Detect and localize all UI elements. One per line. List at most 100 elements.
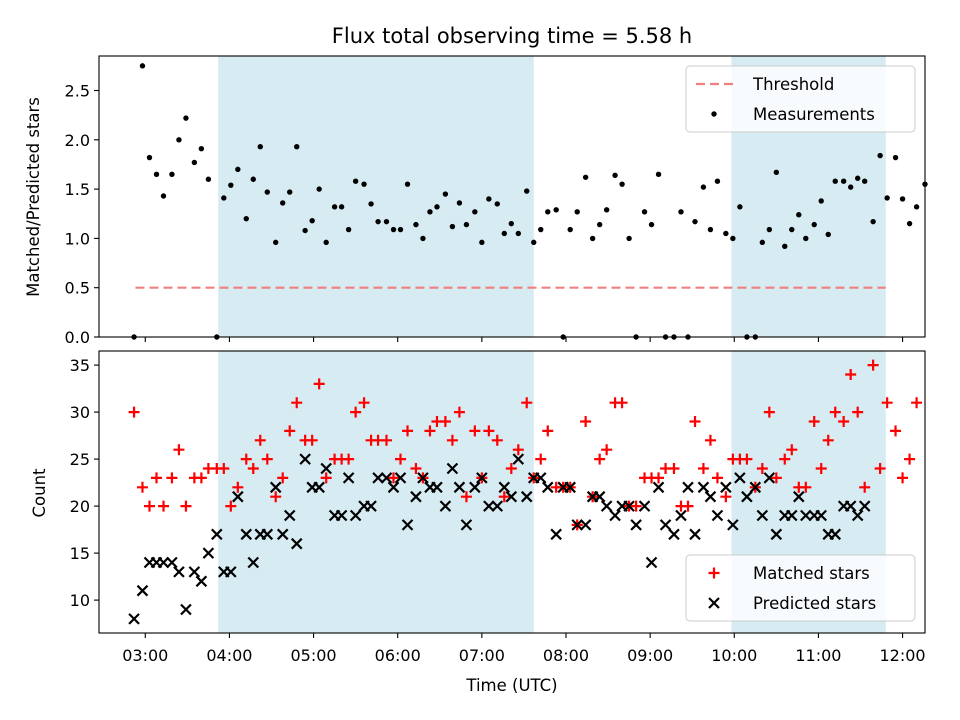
matched-star-point (800, 481, 812, 493)
measurement-point (486, 196, 492, 202)
measurement-point (449, 223, 456, 230)
measurement-point (323, 239, 329, 246)
measurement-point (501, 230, 507, 237)
measurement-point (352, 178, 359, 184)
y-tick-label: 2.5 (65, 82, 90, 101)
predicted-star-point (668, 528, 680, 541)
measurement-point (714, 178, 721, 184)
legend-measurement-swatch (711, 111, 717, 117)
measurement-point (811, 221, 817, 228)
predicted-star-point (727, 519, 739, 531)
y-tick-label: 10 (70, 591, 90, 610)
measurement-point (463, 221, 470, 228)
predicted-star-point (534, 472, 547, 484)
predicted-star-point (741, 490, 753, 503)
chart-title: Flux total observing time = 5.58 h (332, 24, 692, 48)
measurement-point (427, 209, 433, 215)
ylabel-count: Count (30, 468, 49, 518)
matched-star-point (166, 472, 178, 484)
measurement-point (413, 221, 419, 228)
measurement-point (368, 201, 374, 207)
x-tick-label: 05:00 (291, 646, 337, 665)
measurement-point (612, 172, 618, 179)
measurement-point (906, 220, 913, 227)
predicted-star-point (564, 481, 576, 494)
measurement-point (574, 209, 580, 215)
predicted-star-point (299, 453, 311, 465)
predicted-star-point (387, 481, 400, 494)
measurement-point (796, 212, 802, 218)
measurement-point (287, 189, 293, 195)
predicted-star-point (417, 472, 429, 484)
predicted-star-point (211, 528, 223, 541)
x-tick-label: 04:00 (206, 646, 252, 665)
measurement-point (221, 195, 227, 201)
matched-star-point (711, 472, 723, 484)
matched-star-point (897, 472, 909, 484)
predicted-star-point (675, 509, 687, 522)
measurement-point (257, 144, 263, 150)
measurement-point (626, 235, 632, 242)
matched-star-point (521, 397, 533, 409)
x-tick-label: 12:00 (880, 646, 926, 665)
matched-star-point (128, 406, 140, 418)
measurement-point (176, 137, 182, 143)
measurement-point (655, 171, 662, 178)
measurement-point (404, 181, 411, 187)
measurement-point (840, 178, 847, 184)
matched-star-point (890, 425, 902, 437)
matched-star-point (838, 416, 850, 427)
measurement-point (235, 166, 241, 173)
matched-star-point (535, 453, 547, 465)
matched-star-point (158, 500, 170, 512)
matched-star-point (439, 416, 451, 427)
predicted-star-point (793, 490, 805, 503)
measurement-point (494, 201, 500, 207)
predicted-star-point (380, 472, 393, 484)
measurement-point (596, 221, 603, 228)
matched-star-point (580, 416, 592, 427)
measurement-point (648, 221, 655, 228)
measurement-point (678, 209, 684, 215)
measurement-point (139, 63, 146, 69)
matched-star-point (483, 425, 495, 437)
measurement-point (198, 145, 205, 152)
measurement-point (803, 235, 809, 242)
predicted-star-point (469, 481, 481, 494)
matched-star-point (852, 406, 864, 418)
matched-star-point (254, 434, 266, 446)
measurement-point (272, 239, 279, 246)
predicted-star-point (844, 500, 857, 512)
y-tick-label: 1.5 (65, 180, 90, 199)
predicted-star-point (276, 528, 289, 541)
predicted-star-point (630, 519, 642, 531)
predicted-star-point (476, 472, 488, 484)
measurement-point (243, 215, 249, 222)
measurement-point (538, 226, 544, 233)
matched-star-point (180, 500, 192, 512)
matched-star-point (402, 425, 414, 437)
measurement-point (789, 226, 795, 233)
matched-star-point (410, 463, 422, 474)
measurement-point (361, 181, 367, 187)
matched-star-point (720, 491, 732, 503)
measurement-point (434, 204, 440, 210)
predicted-star-point (446, 462, 459, 475)
predicted-star-point (541, 481, 554, 494)
measurement-point (479, 239, 485, 246)
measurement-point (825, 231, 831, 238)
legend-label: Measurements (753, 105, 875, 124)
predicted-star-point (498, 481, 511, 494)
measurement-point (899, 196, 906, 202)
measurement-point (619, 181, 625, 187)
predicted-star-point (505, 490, 518, 503)
matched-star-point (173, 444, 185, 456)
measurement-point (375, 218, 381, 225)
predicted-star-point (290, 537, 303, 550)
predicted-star-point (410, 490, 422, 503)
ratio-panel: 0.0 0.5 1.0 1.5 2.0 2.5 Threshold Measurements (65, 55, 928, 347)
x-tick-label: 11:00 (795, 646, 841, 665)
x-tick-label: 09:00 (627, 646, 673, 665)
matched-star-point (512, 444, 524, 456)
predicted-star-point (704, 490, 717, 503)
